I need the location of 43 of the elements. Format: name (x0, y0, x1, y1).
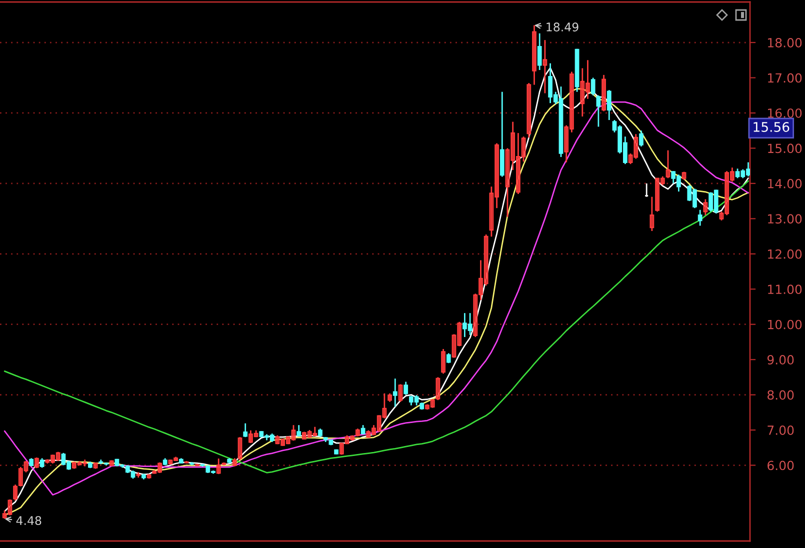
text: 15.56 (754, 122, 790, 132)
candlestick (537, 32, 542, 71)
y-tick-label: 7.00 (768, 426, 794, 435)
candlestick (398, 384, 403, 403)
y-tick-label: 8.00 (768, 390, 794, 400)
candlestick (34, 456, 39, 469)
y-tick-label: 9.00 (767, 355, 794, 364)
candlestick (40, 458, 44, 468)
y-tick-label: 13.00 (768, 214, 802, 224)
y-tick-label: 12.00 (768, 249, 802, 259)
y-tick-label: 10.00 (768, 320, 802, 330)
candlestick (644, 182, 649, 198)
y-tick-label: 18.00 (768, 38, 802, 48)
candlestick (404, 381, 408, 396)
candlestick (296, 424, 302, 438)
candlestick (542, 39, 548, 94)
candlestick (698, 209, 702, 226)
y-tick-label: 16.00 (768, 108, 802, 118)
candlestick (532, 24, 536, 86)
y-tick-label: 6.00 (768, 460, 794, 470)
candlestick (446, 352, 451, 364)
candlestick (441, 348, 446, 374)
candlestick (436, 376, 440, 401)
y-tick-label: 11.00 (768, 284, 802, 294)
candlestick (602, 74, 606, 112)
candlestick (526, 82, 532, 138)
candlestick (392, 378, 398, 408)
y-tick-label: 14.00 (768, 178, 802, 188)
candlestick (639, 130, 644, 148)
annotation: 4.48 (16, 516, 42, 526)
candlestick (703, 198, 708, 216)
candlestick (650, 196, 654, 232)
y-tick-label: 15.00 (768, 144, 802, 154)
candlestick (590, 77, 596, 96)
candlestick (238, 436, 242, 461)
y-tick-label: 17.00 (768, 73, 802, 83)
candlestick (596, 94, 601, 128)
annotation: 18.49 (546, 22, 578, 32)
line-series (4, 180, 749, 474)
candlestick (606, 89, 612, 121)
candlestick (360, 424, 366, 435)
candlestick (243, 422, 248, 438)
candlestick (666, 150, 670, 179)
